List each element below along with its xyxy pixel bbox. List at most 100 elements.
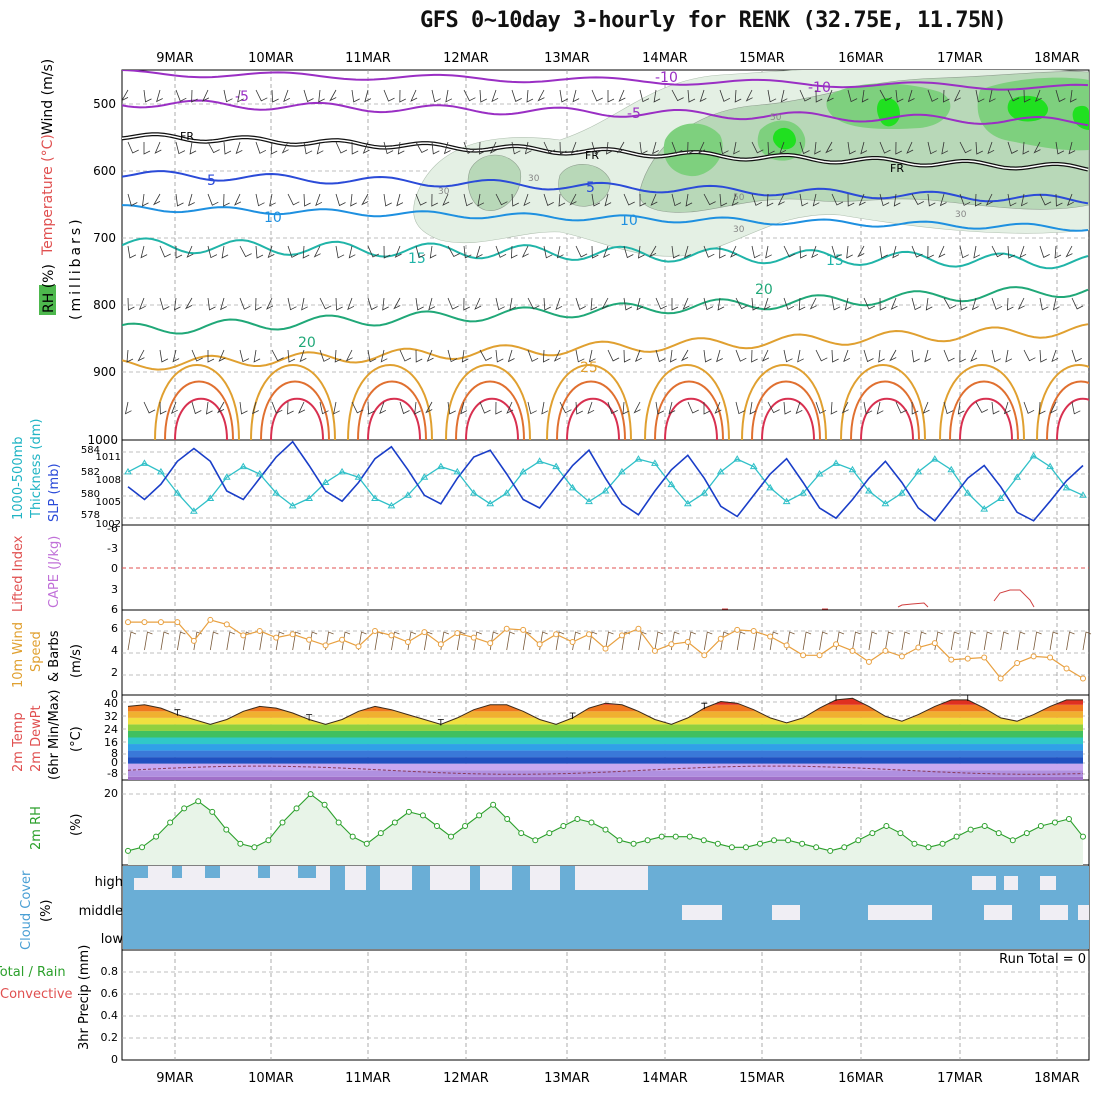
wind-barb xyxy=(253,349,261,363)
wind-speed-marker xyxy=(1014,659,1021,666)
diurnal-contour xyxy=(465,397,519,440)
wind-barb xyxy=(795,401,803,415)
wind-barb xyxy=(255,297,262,311)
wind-barb xyxy=(717,297,725,311)
rh-marker xyxy=(1065,815,1072,822)
wind-barb xyxy=(815,89,823,103)
rh-marker xyxy=(925,844,932,851)
wind-barb xyxy=(863,349,874,363)
wind-barb xyxy=(812,193,820,207)
wind-speed-marker xyxy=(256,627,263,634)
wind-barb xyxy=(380,349,388,363)
rh-marker xyxy=(897,830,904,837)
wind-barb xyxy=(590,297,598,311)
wind-barb xyxy=(415,245,426,259)
wind-speed-marker xyxy=(141,619,148,626)
wind-barb xyxy=(941,141,949,155)
wind-barb xyxy=(348,245,356,259)
wind-barb xyxy=(479,89,487,103)
label-plus10-b: 10 xyxy=(620,213,638,229)
wind-barb xyxy=(152,193,161,206)
label-freezing-c: FR xyxy=(890,162,904,175)
wind-speed-marker xyxy=(1080,675,1086,682)
date-label-bottom: 18MAR xyxy=(1034,1071,1080,1086)
wind-barb xyxy=(858,193,866,206)
contour-labels: -10 -10 -5 -5 FR FR FR 5 5 10 10 15 15 2… xyxy=(180,70,967,376)
surface-wind-barb xyxy=(703,631,713,651)
wind-barb xyxy=(655,297,667,310)
thickness-marker xyxy=(799,489,807,496)
max-temp-marker xyxy=(437,719,444,726)
wind-barb xyxy=(137,349,145,362)
wind-barb xyxy=(559,89,569,103)
diurnal-contour xyxy=(260,380,330,440)
chart-title: GFS 0~10day 3-hourly for RENK (32.75E, 1… xyxy=(420,8,1007,33)
wind-barb xyxy=(495,401,502,415)
thickness-marker xyxy=(700,489,709,496)
wind-speed-marker xyxy=(1047,654,1054,661)
date-label-top: 9MAR xyxy=(156,51,193,66)
high-cloud-gap xyxy=(316,866,330,890)
wind-barb xyxy=(127,297,135,311)
label-millibars: (millibars) xyxy=(68,216,84,320)
wind-barb xyxy=(287,401,294,415)
surface-wind-barb xyxy=(308,631,318,651)
wind-barb xyxy=(542,349,550,363)
rh-marker xyxy=(209,808,216,815)
wind-speed-marker xyxy=(437,641,444,648)
wind-barb xyxy=(335,193,346,207)
wind-barb xyxy=(559,141,567,155)
wind-barb xyxy=(537,89,545,102)
wind-speed-marker xyxy=(783,642,790,649)
rh-marker xyxy=(742,844,749,851)
label-barbs: & Barbs xyxy=(47,630,62,682)
wind-barb xyxy=(733,141,740,155)
thickness-marker xyxy=(683,499,692,507)
wind-barb xyxy=(175,193,184,207)
surface-wind-barb xyxy=(144,631,153,651)
thickness-marker xyxy=(404,491,412,498)
surface-wind-barb xyxy=(127,631,137,651)
wind-barb xyxy=(220,297,227,311)
wind-barb xyxy=(988,89,996,103)
wind-barb xyxy=(207,297,216,311)
wind-barb xyxy=(351,141,359,155)
wind-barb xyxy=(655,401,665,415)
wind-barb xyxy=(698,141,706,154)
wind-barb xyxy=(987,141,995,155)
tick-temp-0: 0 xyxy=(111,756,118,769)
wind-barb xyxy=(831,245,842,259)
wind-barb xyxy=(159,297,170,311)
wind-speed-marker xyxy=(882,647,889,654)
wind-barb xyxy=(895,141,902,155)
label-plus20: 20 xyxy=(755,282,773,298)
wind-barb xyxy=(716,349,723,363)
diurnal-contour xyxy=(154,364,240,440)
wind-barb xyxy=(797,349,804,363)
wind-barb xyxy=(159,245,171,258)
temp-band xyxy=(128,763,1083,771)
wind-barb xyxy=(751,141,764,154)
temp-band xyxy=(128,711,1083,718)
wind-barb xyxy=(188,193,195,207)
label-rh-percent: RH (%) xyxy=(41,264,57,313)
diurnal-contour xyxy=(347,364,433,440)
wind-barb xyxy=(495,245,507,258)
wind-barb xyxy=(154,141,162,154)
wind-barb xyxy=(607,401,618,414)
wind-barb xyxy=(847,193,855,207)
rh-marker xyxy=(153,833,160,840)
rh-marker xyxy=(560,823,567,830)
diurnal-contour xyxy=(1046,380,1089,440)
wind-barb xyxy=(572,89,580,103)
wind-barb xyxy=(318,89,325,103)
wind-barb xyxy=(526,89,534,103)
wind-barb xyxy=(974,193,982,207)
wind-barb xyxy=(907,89,915,103)
tick-pr-02: 0.2 xyxy=(101,1031,119,1044)
wind-barb xyxy=(1007,245,1015,259)
thickness-marker xyxy=(420,473,429,480)
label-2m-temp: 2m Temp xyxy=(11,712,26,772)
wind-barb xyxy=(140,245,148,259)
wind-barb xyxy=(447,297,459,310)
